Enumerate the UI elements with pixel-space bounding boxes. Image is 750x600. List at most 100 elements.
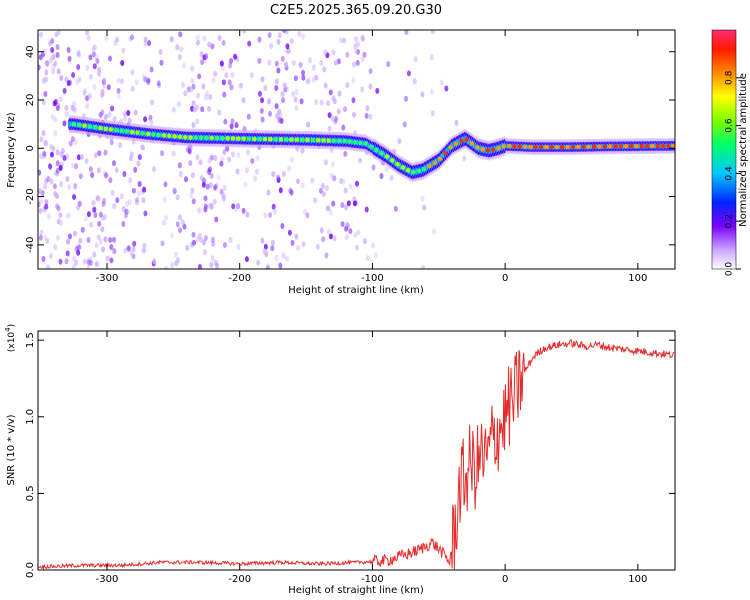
spectral-speckle	[44, 198, 49, 205]
spectral-speckle	[280, 91, 285, 98]
spectral-speckle	[314, 74, 319, 81]
ridge-peak	[602, 144, 607, 149]
ridge-peak	[565, 144, 570, 150]
spectral-speckle	[121, 47, 126, 54]
spectral-speckle	[236, 244, 241, 251]
spectral-speckle	[300, 147, 305, 154]
spectral-speckle	[216, 174, 221, 181]
spectral-speckle	[170, 262, 175, 269]
spectral-speckle	[148, 114, 153, 121]
spectral-speckle	[249, 72, 254, 79]
spectral-speckle	[119, 78, 124, 85]
ridge-peak	[655, 143, 660, 149]
spectral-speckle	[209, 203, 214, 210]
ridge-peak	[363, 141, 368, 146]
spectral-speckle	[66, 46, 71, 53]
spectral-speckle	[297, 30, 302, 37]
snr-scale-factor: (x104)	[4, 324, 17, 352]
spectral-speckle	[429, 88, 434, 95]
spectral-speckle	[96, 234, 101, 241]
spectral-speckle	[131, 253, 136, 260]
spectral-speckle	[197, 263, 202, 269]
spectral-speckle	[43, 91, 48, 98]
spectral-speckle	[211, 240, 216, 247]
spectral-speckle	[269, 43, 274, 50]
colorbar-label: Normalized spectral amplitude	[738, 73, 749, 227]
spectral-speckle	[112, 203, 117, 210]
spectral-speckle	[212, 184, 217, 191]
ridge-peak	[151, 132, 156, 137]
spectral-speckle	[44, 203, 49, 210]
ridge-peak	[644, 143, 650, 149]
colorbar-tick-label: 0.2	[725, 214, 735, 228]
snr-panel: -300 -200 -100 0 100 0.0 0.5 1.0 1.5 Height of …	[4, 324, 676, 596]
ridge-peak	[437, 156, 443, 162]
spectral-speckle	[38, 201, 41, 208]
spectral-speckle	[184, 176, 189, 183]
spectral-speckle	[108, 177, 113, 184]
spectral-speckle	[190, 172, 195, 179]
spectral-speckle	[444, 85, 449, 92]
spectral-speckle	[282, 82, 287, 89]
spectral-speckle	[198, 159, 203, 166]
spectral-speckle	[230, 151, 235, 158]
spectral-speckle	[344, 234, 349, 241]
spectral-speckle	[125, 200, 130, 207]
spectral-speckle	[130, 85, 135, 92]
spectral-speckle	[55, 203, 60, 210]
spectral-speckle	[76, 64, 81, 71]
spectral-speckle	[333, 59, 338, 66]
spectral-speckle	[95, 58, 100, 65]
spectral-speckle	[38, 207, 43, 214]
spectral-speckle	[102, 77, 107, 84]
spectral-speckle	[241, 97, 246, 104]
ridge-peak	[432, 160, 437, 165]
spectral-speckle	[44, 140, 49, 147]
spectral-speckle	[133, 166, 138, 173]
spectral-speckle	[65, 152, 70, 159]
spectral-speckle	[439, 79, 444, 86]
ridge-peak	[623, 144, 629, 149]
spectral-speckle	[59, 151, 64, 158]
spectral-speckle	[421, 264, 426, 269]
spectral-speckle	[141, 73, 146, 80]
spectral-speckle	[326, 228, 331, 235]
spectral-speckle	[38, 64, 41, 71]
spectral-speckle	[73, 139, 78, 146]
spectral-speckle	[235, 168, 240, 175]
spectral-speckle	[137, 181, 142, 188]
spectral-speckle	[44, 203, 49, 210]
spectral-speckle	[130, 34, 135, 41]
spectral-speckle	[92, 84, 97, 91]
ridge-peak	[209, 135, 215, 141]
spectral-speckle	[203, 235, 208, 242]
spectral-speckle	[189, 86, 194, 93]
spectral-speckle	[160, 240, 165, 247]
spectral-speckle	[71, 264, 76, 269]
spectral-speckle	[127, 117, 132, 124]
spectral-speckle	[152, 258, 157, 265]
ridge-peak	[76, 122, 82, 128]
colorbar: 0.0 0.2 0.4 0.6 0.8 Normalized spectral ampl…	[711, 29, 749, 276]
spectral-speckle	[106, 84, 111, 91]
spectral-speckle	[58, 164, 63, 171]
ridge-peak	[570, 144, 576, 150]
spectral-speckle	[42, 206, 47, 213]
spectral-speckle	[348, 183, 353, 190]
spectral-speckle	[211, 77, 216, 84]
spectral-speckle	[330, 161, 335, 168]
ridge-peak	[135, 130, 140, 135]
spectral-speckle	[53, 169, 58, 176]
spectral-speckle	[336, 58, 341, 65]
spectral-speckle	[354, 244, 359, 251]
spectral-speckle	[141, 247, 146, 254]
spectral-speckle	[356, 41, 361, 48]
spectral-speckle	[353, 232, 358, 239]
spectral-speckle	[202, 35, 207, 42]
spectral-speckle	[338, 37, 343, 44]
spectral-speckle	[119, 193, 124, 200]
ridge-peak	[379, 150, 384, 156]
x-tick-label: 0	[502, 273, 508, 284]
spectral-speckle	[207, 157, 212, 164]
ridge-peak	[400, 165, 406, 170]
